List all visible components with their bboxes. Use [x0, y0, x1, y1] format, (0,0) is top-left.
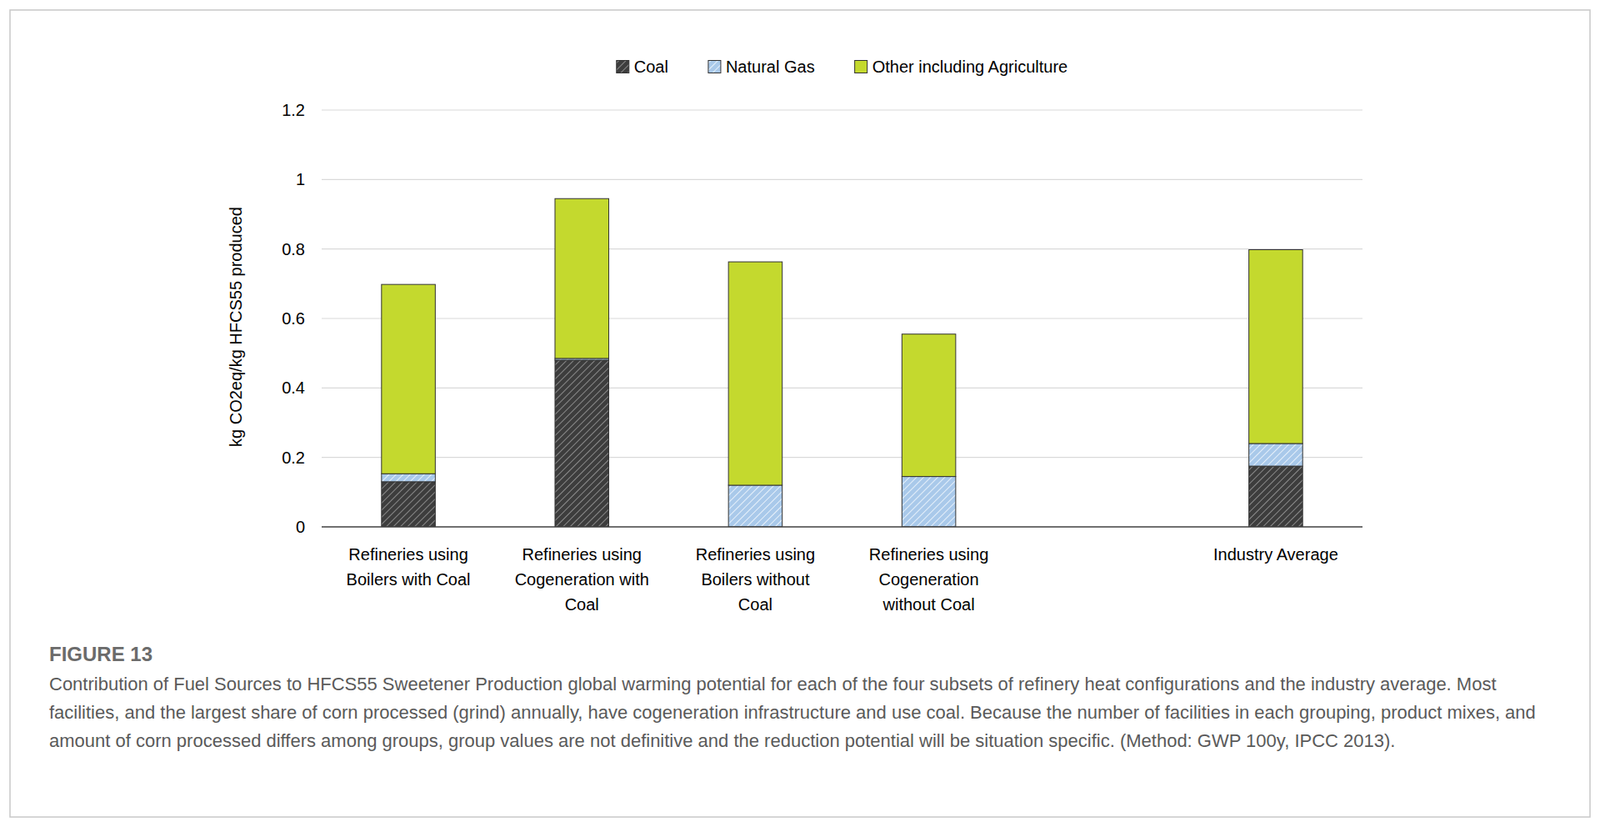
figure-title: FIGURE 13 — [49, 642, 153, 665]
figure-caption: Contribution of Fuel Sources to HFCS55 S… — [49, 673, 1536, 751]
y-tick-label: 1 — [295, 170, 305, 189]
bar-segment — [555, 198, 610, 359]
figure-frame — [10, 10, 1590, 817]
legend: Coal Natural Gas Other including Agricultu… — [616, 57, 1068, 76]
legend-label: Natural Gas — [725, 57, 815, 76]
bar-segment — [381, 481, 436, 527]
x-tick-label: Refineries usingBoilers with Coal — [346, 545, 471, 589]
bars — [381, 198, 1303, 527]
x-tick-label: Refineries usingCogenerationwithout Coal — [869, 545, 989, 614]
legend-swatch — [708, 60, 721, 74]
chart: 0 0.2 0.4 0.6 0.8 1 1.2 kg CO2eq/kg HFCS55 prod… — [0, 0, 1600, 827]
x-axis — [321, 525, 1363, 528]
y-tick-label: 0 — [295, 517, 305, 536]
bar-segment — [1249, 250, 1304, 445]
y-tick-label: 0.8 — [281, 240, 305, 259]
legend-swatch — [616, 60, 630, 74]
bar-segment — [555, 360, 610, 527]
grid-line — [321, 456, 1363, 458]
y-tick-label: 0.4 — [281, 378, 305, 397]
grid-line — [321, 248, 1363, 250]
y-tick-label: 0.6 — [281, 309, 305, 328]
bar-segment — [901, 334, 956, 477]
grid-line — [321, 109, 1363, 110]
legend-label: Other including Agriculture — [872, 57, 1069, 76]
y-axis-label: kg CO2eq/kg HFCS55 produced — [226, 206, 245, 447]
bar-segment — [381, 284, 436, 474]
bar-segment — [1249, 443, 1304, 466]
bar-segment — [381, 473, 436, 482]
y-tick-label: 0.2 — [281, 448, 305, 467]
x-tick-label: Refineries usingCogeneration withCoal — [515, 545, 650, 614]
bar-segment — [728, 261, 783, 485]
bar-segment — [1249, 465, 1304, 527]
grid-line — [321, 317, 1363, 319]
bar-segment — [728, 485, 783, 527]
y-tick-label: 1.2 — [281, 100, 305, 120]
legend-swatch — [855, 60, 868, 74]
bar-segment — [901, 476, 956, 527]
x-tick-label: Refineries usingBoilers withoutCoal — [695, 545, 815, 614]
legend-label: Coal — [634, 57, 669, 76]
x-tick-label: Industry Average — [1213, 545, 1339, 564]
grid-line — [321, 387, 1363, 389]
grid-line — [321, 179, 1363, 180]
